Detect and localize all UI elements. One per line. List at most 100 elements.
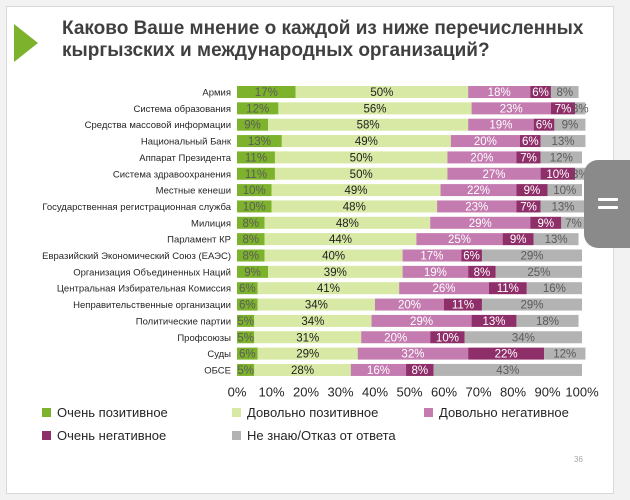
bar-segment — [237, 216, 265, 229]
bar-segment — [237, 86, 296, 98]
bar-segment — [437, 200, 517, 213]
chart-title: Каково Ваше мнение о каждой из ниже пере… — [62, 18, 584, 61]
bar-segment — [468, 86, 531, 98]
data-label: 41% — [317, 283, 340, 295]
data-label: 23% — [500, 103, 523, 115]
data-label: 50% — [370, 87, 393, 99]
bar-segment — [254, 331, 362, 344]
data-label: 20% — [474, 136, 497, 148]
category-label: Организация Объединенных Наций — [73, 267, 231, 278]
x-tick-label: 90% — [534, 384, 560, 399]
bar-segment — [357, 347, 469, 360]
data-label: 16% — [367, 365, 390, 377]
bar-segment — [481, 249, 582, 262]
data-label: 8% — [474, 267, 491, 279]
bar-segment — [450, 135, 520, 148]
data-label: 8% — [556, 87, 573, 99]
data-label: 11% — [497, 283, 519, 295]
data-label: 6% — [239, 349, 256, 361]
bar-segment — [468, 265, 496, 278]
data-label: 34% — [305, 300, 328, 312]
category-label: Неправительственные организации — [73, 300, 231, 311]
data-label: 20% — [470, 152, 493, 164]
category-label: Суды — [207, 349, 231, 360]
bar-segment — [264, 216, 431, 229]
bar-segment — [575, 102, 586, 115]
bar-segment — [295, 86, 469, 98]
data-label: 29% — [520, 300, 543, 312]
data-label: 12% — [246, 103, 269, 115]
data-label: 11% — [245, 152, 267, 164]
data-label: 7% — [565, 218, 582, 230]
bar-segment — [402, 265, 469, 278]
data-label: 7% — [520, 152, 537, 164]
data-label: 17% — [420, 251, 443, 263]
data-label: 13% — [552, 136, 575, 148]
bar-segment — [268, 118, 469, 131]
x-tick-label: 20% — [293, 384, 319, 399]
bar-segment — [544, 347, 586, 360]
bar-segment — [361, 331, 431, 344]
bar-segment — [468, 118, 534, 131]
bar-segment — [516, 314, 579, 327]
category-label: Система образования — [133, 104, 231, 115]
data-label: 20% — [398, 300, 421, 312]
data-label: 29% — [520, 251, 543, 263]
bar-segment — [488, 282, 527, 295]
category-label: Парламент КР — [167, 235, 231, 246]
bar-segment — [540, 167, 576, 180]
data-label: 11% — [452, 300, 474, 312]
data-label: 31% — [296, 332, 319, 344]
arrow-right-icon — [14, 24, 38, 62]
bar-segment — [237, 167, 275, 180]
bar-segment — [237, 331, 255, 344]
data-label: 20% — [384, 332, 407, 344]
x-tick-label: 30% — [327, 384, 353, 399]
category-label: Государственная регистрационная служба — [42, 202, 231, 213]
data-label: 22% — [495, 349, 518, 361]
bar-segment — [461, 249, 482, 262]
bar-segment — [237, 363, 255, 376]
bar-segment — [257, 298, 375, 311]
data-label: 16% — [543, 283, 566, 295]
data-label: 49% — [355, 136, 378, 148]
data-label: 10% — [243, 201, 266, 213]
bar-segment — [281, 135, 451, 148]
data-label: 40% — [322, 251, 345, 263]
bar-segment — [375, 298, 444, 311]
data-label: 8% — [412, 365, 429, 377]
bar-segment — [516, 184, 548, 197]
data-label: 6% — [536, 120, 553, 132]
category-label: ОБСЕ — [204, 365, 231, 376]
bar-segment — [540, 135, 586, 148]
bar-segment — [406, 363, 434, 376]
data-label: 56% — [363, 103, 386, 115]
bar-segment — [237, 233, 265, 246]
bar-segment — [447, 151, 517, 164]
bar-segment — [516, 200, 541, 213]
category-label: Милиция — [191, 218, 231, 229]
category-label: Центральная Избирательная Комиссия — [57, 284, 231, 295]
scroll-handle[interactable] — [584, 160, 630, 248]
data-label: 12% — [550, 152, 573, 164]
data-label: 8% — [242, 218, 259, 230]
bar-segment — [237, 249, 265, 262]
category-label: Средства массовой информации — [85, 120, 231, 131]
bar-segment — [237, 102, 279, 115]
data-label: 8% — [242, 234, 259, 246]
bar-segment — [254, 363, 351, 376]
data-label: 11% — [245, 169, 267, 181]
x-tick-label: 60% — [431, 384, 457, 399]
data-label: 8% — [242, 251, 259, 263]
bar-segment — [237, 118, 269, 131]
bar-segment — [274, 151, 448, 164]
data-label: 23% — [465, 201, 488, 213]
grip-line-icon — [598, 198, 618, 201]
bar-segment — [481, 298, 582, 311]
bar-segment — [447, 167, 541, 180]
bar-segment — [502, 233, 534, 246]
x-tick-label: 80% — [500, 384, 526, 399]
data-label: 13% — [483, 316, 506, 328]
data-label: 5% — [237, 332, 254, 344]
